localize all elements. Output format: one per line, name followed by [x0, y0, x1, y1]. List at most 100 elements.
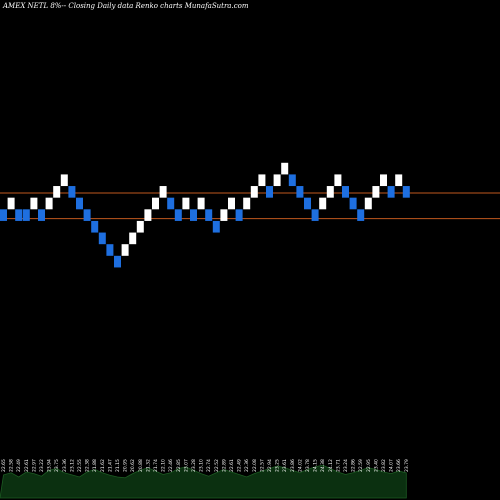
renko-brick: [159, 186, 167, 198]
x-tick-label: 23.28: [191, 459, 197, 472]
x-tick-label: 24.38: [320, 459, 326, 472]
renko-brick: [357, 209, 365, 221]
renko-brick: [364, 197, 372, 210]
x-tick-label: 22.86: [351, 459, 357, 472]
x-tick-label: 23.78: [305, 459, 311, 472]
renko-brick: [250, 186, 258, 198]
x-tick-label: 22.74: [206, 459, 212, 472]
x-tick-label: 23.86: [290, 459, 296, 472]
x-tick-label: 20.88: [138, 459, 144, 472]
renko-brick: [7, 197, 15, 210]
x-tick-label: 24.02: [297, 459, 303, 472]
renko-brick: [228, 197, 235, 210]
x-tick-label: 22.49: [16, 459, 22, 472]
x-tick-label: 22.10: [161, 459, 167, 472]
renko-brick: [273, 174, 281, 187]
renko-brick: [38, 209, 45, 221]
renko-brick: [281, 162, 289, 175]
x-tick-label: 22.57: [259, 459, 265, 472]
x-tick-label: 21.47: [107, 459, 113, 472]
renko-brick: [60, 174, 68, 187]
x-tick-label: 24.07: [389, 459, 395, 472]
renko-brick: [326, 186, 334, 198]
renko-brick: [91, 220, 99, 233]
x-tick-label: 23.82: [381, 459, 387, 472]
renko-brick: [30, 197, 38, 210]
x-tick-label: 23.22: [39, 459, 45, 472]
x-tick-label: 22.65: [1, 459, 7, 472]
x-tick-label: 22.49: [237, 459, 243, 472]
x-tick-label: 21.15: [115, 459, 121, 472]
x-tick-label: 23.66: [396, 459, 402, 472]
x-tick-label: 22.94: [267, 459, 273, 472]
x-tick-label: 22.61: [24, 459, 30, 472]
renko-brick: [235, 209, 243, 221]
x-tick-label: 21.62: [100, 459, 106, 472]
x-tick-label: 24.12: [328, 459, 334, 472]
renko-brick: [83, 209, 91, 221]
renko-brick: [296, 186, 304, 198]
renko-brick: [304, 197, 311, 210]
x-tick-label: 23.25: [275, 459, 281, 472]
x-tick-label: 23.61: [282, 459, 288, 472]
x-tick-label: 23.10: [199, 459, 205, 472]
renko-brick: [114, 255, 121, 268]
renko-brick: [174, 209, 182, 221]
reference-lines: [0, 192, 500, 220]
x-tick-label: 23.24: [343, 459, 349, 472]
renko-brick: [0, 209, 7, 221]
renko-brick: [53, 186, 61, 198]
renko-brick: [402, 186, 410, 198]
x-tick-label: 20.62: [130, 459, 136, 472]
renko-brick: [319, 197, 327, 210]
x-tick-label: 22.55: [77, 459, 83, 472]
renko-brick: [152, 197, 159, 210]
renko-brick: [380, 174, 387, 187]
renko-brick: [243, 197, 251, 210]
renko-brick: [342, 186, 349, 198]
x-tick-label: 21.32: [145, 459, 151, 472]
renko-brick: [121, 244, 129, 256]
renko-brick: [349, 197, 357, 210]
x-tick-label: 23.07: [183, 459, 189, 472]
x-tick-label: 23.75: [54, 459, 60, 472]
renko-brick: [167, 197, 175, 210]
x-tick-label: 21.74: [153, 459, 159, 472]
renko-brick: [205, 209, 213, 221]
renko-brick: [372, 186, 380, 198]
x-tick-label: 23.94: [47, 459, 53, 472]
volume-area: [0, 464, 407, 499]
renko-brick: [311, 209, 319, 221]
x-tick-label: 20.95: [123, 459, 129, 472]
x-tick-label: 23.71: [335, 459, 341, 472]
renko-brick: [136, 220, 144, 233]
renko-brick: [190, 209, 197, 221]
x-tick-label: 24.15: [313, 459, 319, 472]
renko-brick: [387, 186, 395, 198]
renko-brick: [220, 209, 228, 221]
x-tick-label: 22.61: [229, 459, 235, 472]
x-tick-label: 23.12: [69, 459, 75, 472]
renko-brick: [266, 186, 273, 198]
x-tick-label: 22.59: [358, 459, 364, 472]
renko-brick: [144, 209, 152, 221]
renko-brick: [395, 174, 403, 187]
renko-brick: [129, 232, 137, 245]
x-tick-label: 23.36: [62, 459, 68, 472]
renko-brick: [288, 174, 296, 187]
x-tick-label: 22.58: [9, 459, 15, 472]
x-tick-label: 21.88: [92, 459, 98, 472]
x-tick-label: 23.40: [373, 459, 379, 472]
renko-brick: [197, 197, 205, 210]
renko-brick: [106, 244, 114, 256]
renko-bricks: [0, 162, 410, 268]
volume-series: [0, 464, 407, 499]
renko-brick: [258, 174, 266, 187]
chart-title: AMEX NETL 8%-- Closing Daily data Renko …: [3, 2, 249, 10]
renko-brick: [22, 209, 30, 221]
renko-brick: [15, 209, 23, 221]
x-tick-label: 22.95: [366, 459, 372, 472]
x-tick-label: 23.79: [404, 459, 410, 472]
renko-brick: [45, 197, 53, 210]
